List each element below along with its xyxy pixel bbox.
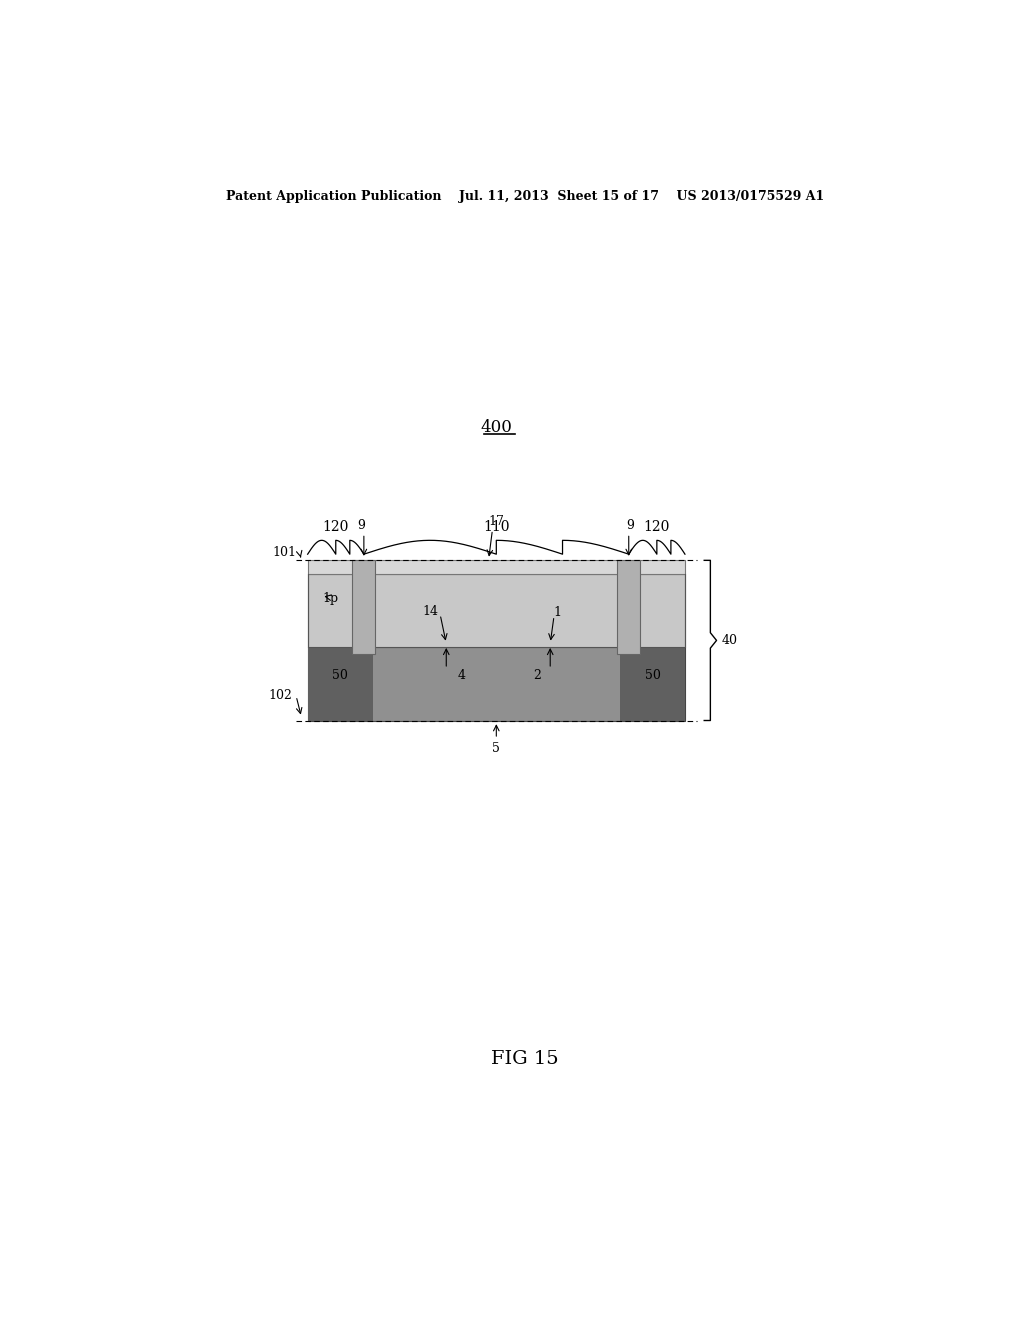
Text: FIG 15: FIG 15 bbox=[490, 1051, 559, 1068]
Bar bbox=[307, 647, 685, 721]
Text: Patent Application Publication    Jul. 11, 2013  Sheet 15 of 17    US 2013/01755: Patent Application Publication Jul. 11, … bbox=[225, 190, 824, 203]
Text: 1p: 1p bbox=[323, 593, 338, 606]
Text: 9: 9 bbox=[627, 519, 634, 532]
Text: 4: 4 bbox=[458, 669, 466, 682]
Bar bbox=[307, 574, 685, 647]
Text: 400: 400 bbox=[480, 420, 512, 437]
Bar bbox=[307, 647, 373, 721]
Text: 40: 40 bbox=[721, 634, 737, 647]
Text: 50: 50 bbox=[332, 669, 348, 682]
Text: 110: 110 bbox=[483, 520, 510, 535]
Bar bbox=[307, 560, 685, 574]
Text: 50: 50 bbox=[645, 669, 660, 682]
Bar bbox=[617, 560, 640, 653]
Bar bbox=[620, 647, 685, 721]
Text: 120: 120 bbox=[644, 520, 670, 535]
Text: 120: 120 bbox=[323, 520, 349, 535]
Text: 5: 5 bbox=[493, 742, 501, 755]
Text: 17: 17 bbox=[488, 515, 504, 528]
Text: 102: 102 bbox=[268, 689, 292, 702]
Text: 1: 1 bbox=[554, 606, 562, 619]
Bar bbox=[352, 560, 376, 653]
Text: 2: 2 bbox=[534, 669, 541, 682]
Text: 9: 9 bbox=[356, 519, 365, 532]
Text: 14: 14 bbox=[423, 605, 439, 618]
Text: 101: 101 bbox=[272, 546, 296, 560]
